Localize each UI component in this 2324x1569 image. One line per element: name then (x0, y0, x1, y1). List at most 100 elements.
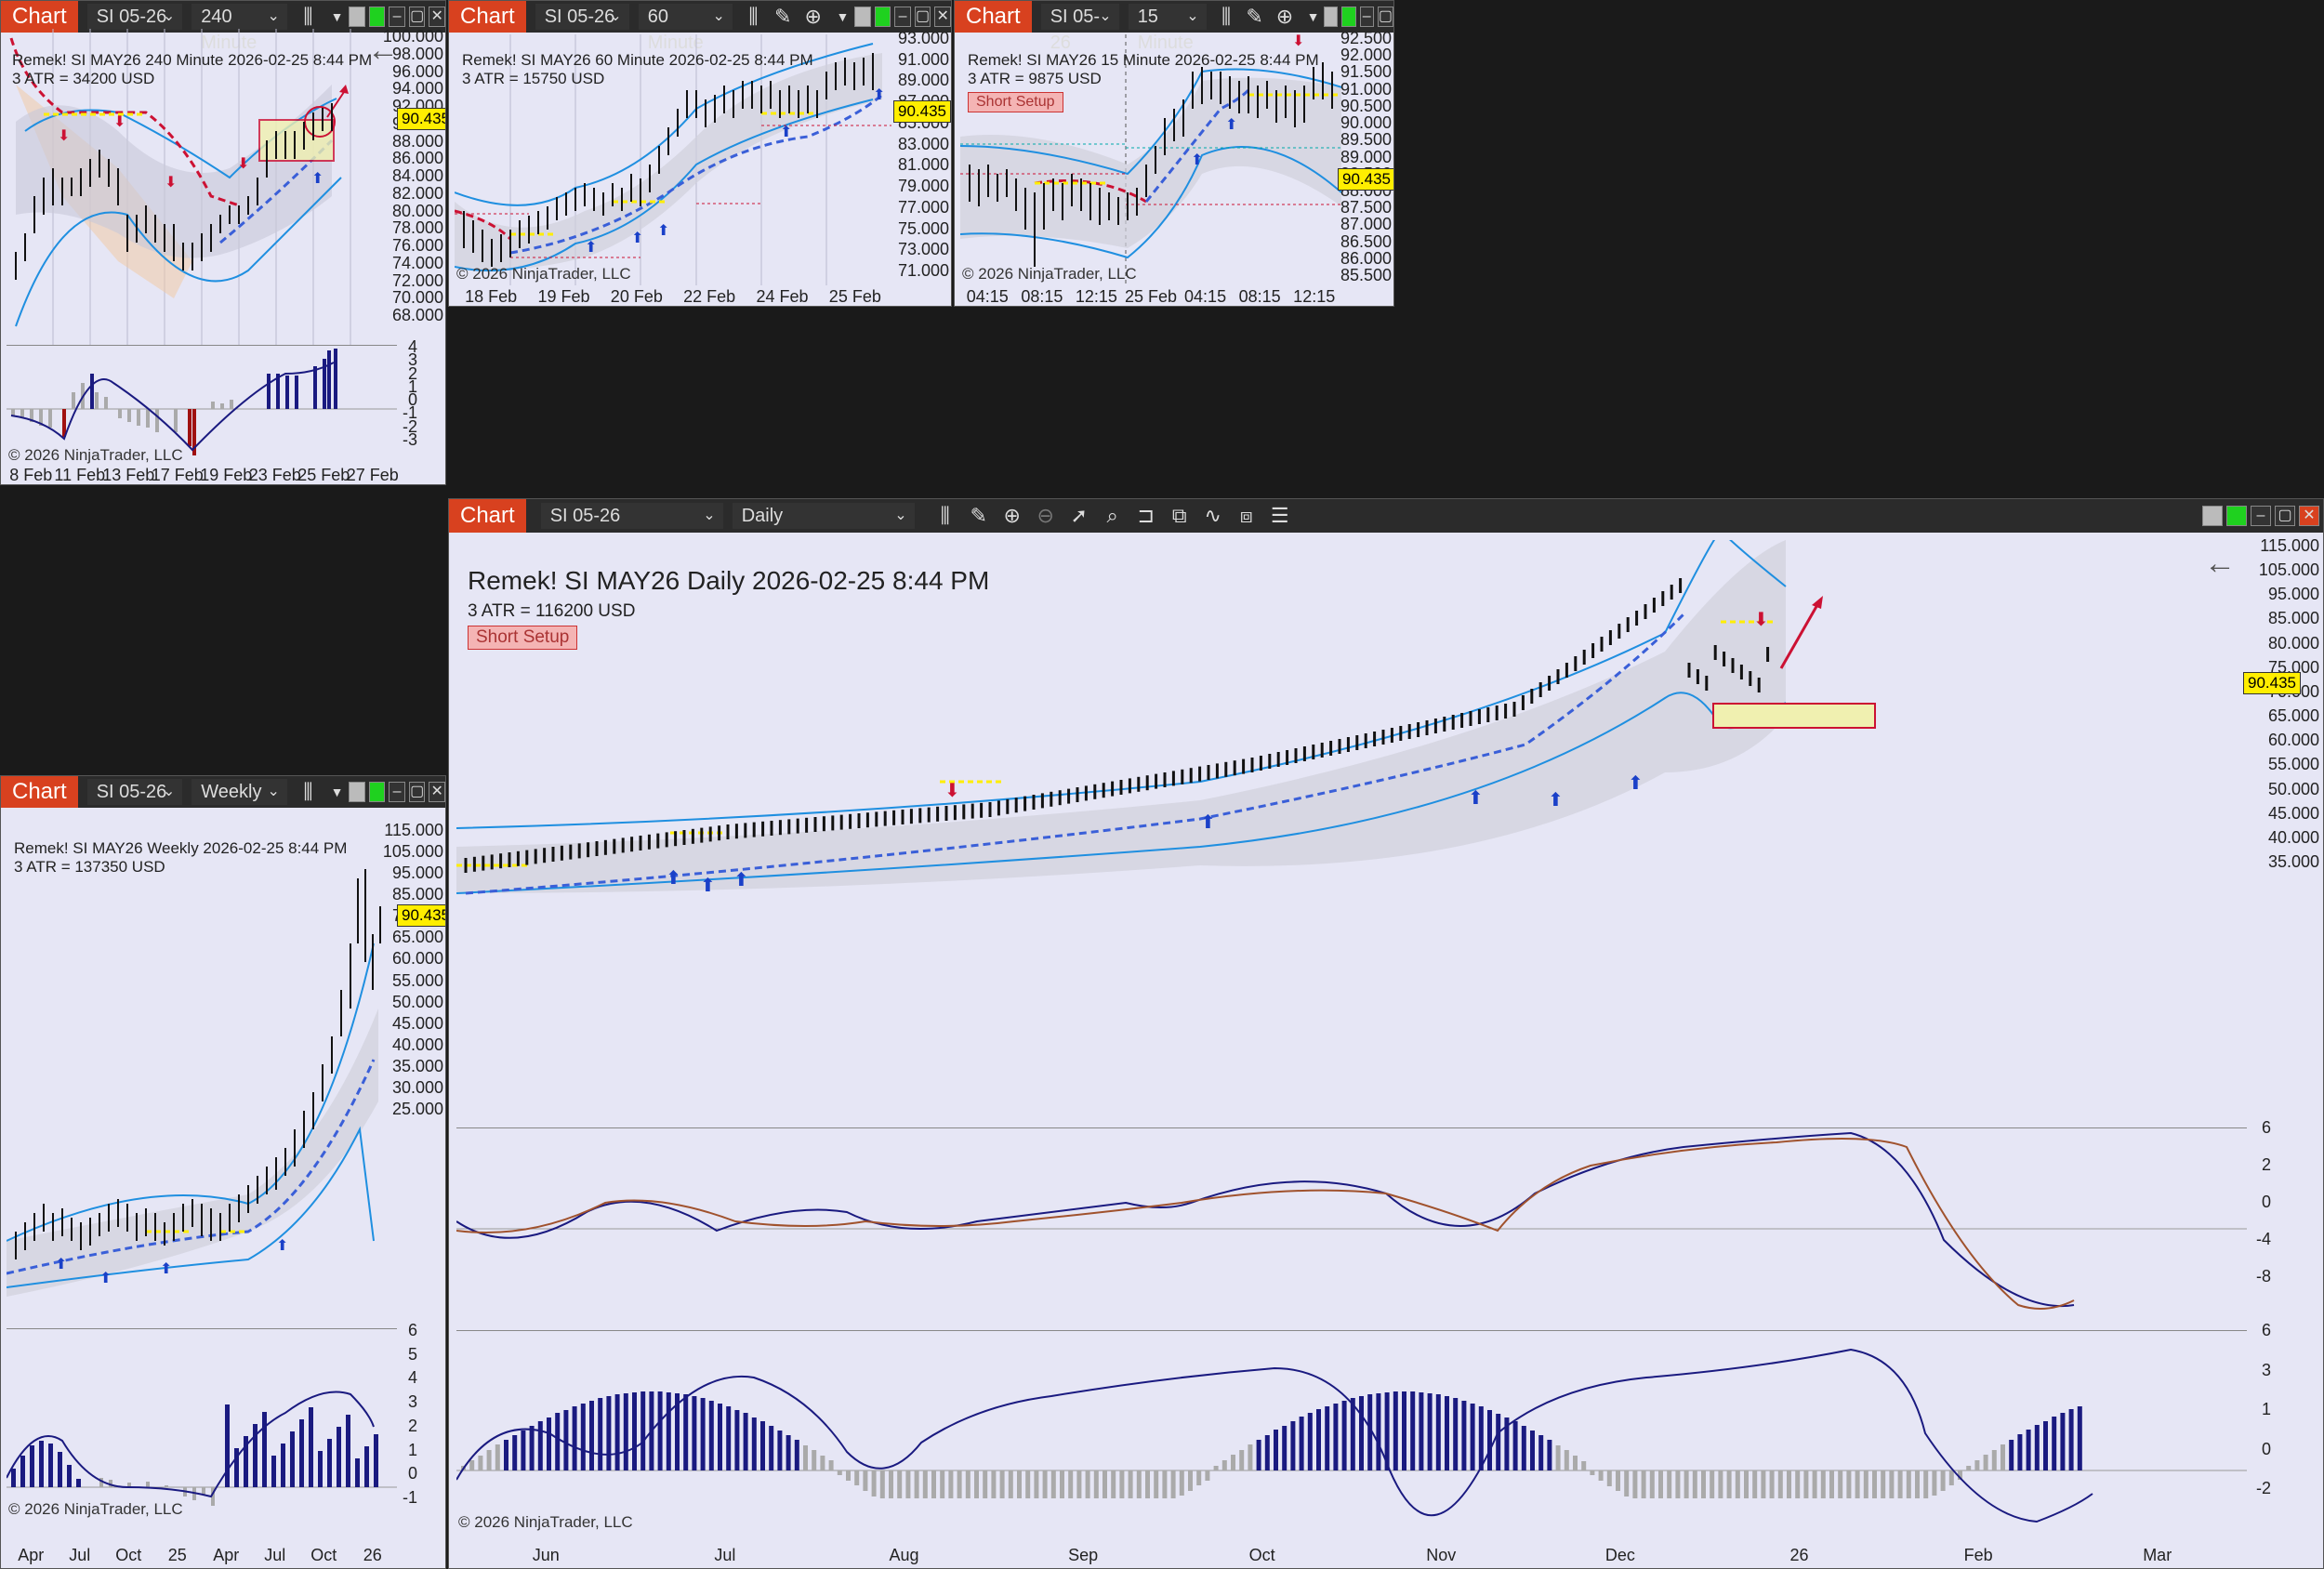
close-icon[interactable]: ✕ (2299, 506, 2319, 526)
dropdown-arrow-icon[interactable]: ▼ (330, 784, 344, 799)
histogram-bar (1205, 1470, 1210, 1481)
close-icon[interactable]: ✕ (934, 7, 951, 27)
chart-menu-button[interactable]: Chart (1, 1, 78, 33)
pointer-icon[interactable]: ➚ (1070, 504, 1088, 527)
time-axis[interactable]: 8 Feb 11 Feb 13 Feb 17 Feb 19 Feb 23 Feb 25 Fe… (7, 466, 399, 484)
minimize-icon[interactable]: – (389, 7, 405, 27)
price-panel[interactable]: ⬇ ⬇ ⬇ ⬇ ⬆ Remek! SI MAY26 240 Minute 2026-0… (7, 29, 399, 345)
zoom-in-icon[interactable]: ⊕ (804, 5, 822, 28)
histogram-bar (1419, 1392, 1424, 1470)
drawing-tool-icon[interactable]: ✎ (1246, 5, 1263, 28)
minimize-icon[interactable]: – (894, 7, 911, 27)
link-color-button[interactable] (2226, 506, 2247, 526)
bar-type-icon[interactable]: ⫼ (940, 504, 950, 527)
dropdown-arrow-icon[interactable]: ▼ (330, 9, 344, 24)
time-axis[interactable]: Apr Jul Oct 25 Apr Jul Oct 26 (7, 1546, 397, 1566)
zoom-in-icon[interactable]: ⊕ (1275, 5, 1294, 28)
window-option-button[interactable] (854, 7, 871, 27)
drawing-tool-icon[interactable]: ✎ (970, 504, 987, 527)
histogram-bar (1889, 1470, 1895, 1498)
dropdown-arrow-icon[interactable]: ▼ (1306, 9, 1320, 24)
time-axis[interactable]: 18 Feb 19 Feb 20 Feb 22 Feb 24 Feb 25 Feb (455, 287, 891, 306)
price-axis[interactable]: 115.000105.00095.00085.00080.00075.00070… (2252, 536, 2319, 1122)
zoom-out-icon[interactable]: ⊖ (1037, 504, 1054, 527)
price-panel[interactable]: ⬆ ⬆ ⬆ ⬆ Remek! SI MAY26 Weekly 2026-02-25 8… (7, 823, 397, 1297)
link-color-button[interactable] (1341, 7, 1356, 27)
bar-type-icon[interactable]: ⫼ (748, 5, 759, 28)
oscillator-panel-2[interactable]: © 2026 NinjaTrader, LLC (456, 1330, 2247, 1545)
short-setup-badge: Short Setup (468, 626, 578, 650)
drawing-tool-icon[interactable]: ✎ (774, 5, 792, 28)
histogram-bar (598, 1398, 603, 1470)
maximize-icon[interactable]: ▢ (408, 7, 426, 27)
oscillator-panel[interactable]: © 2026 NinjaTrader, LLC (7, 1328, 397, 1534)
price-panel[interactable]: ⬆ ⬆ ⬆ ⬆ ⬆ Remek! SI MAY26 60 Minute 2026-02-… (455, 34, 891, 285)
axis-tick-label: Feb (1963, 1546, 1993, 1564)
data-box-icon[interactable]: ⌕ (1106, 504, 1118, 527)
instrument-selector[interactable]: SI 05-26 ⌄ (86, 4, 183, 30)
oscillator-panel-1[interactable] (456, 1127, 2247, 1329)
back-arrow-icon[interactable]: ← (367, 33, 399, 68)
maximize-icon[interactable]: ▢ (1377, 7, 1393, 27)
instrument-selector[interactable]: SI 05-26 ⌄ (1040, 4, 1119, 53)
chart-toolbar: Chart SI 05-26 ⌄ Weekly ⌄ ⫼ ▼ – ▢ ✕ (1, 776, 445, 808)
bar-type-icon[interactable]: ⫼ (1221, 5, 1232, 28)
axis-tick-label: 80.000 (2267, 633, 2319, 653)
chart-info: Remek! SI MAY26 15 Minute 2026-02-25 8:4… (968, 51, 1319, 112)
bar-type-icon[interactable]: ⫼ (303, 5, 313, 28)
svg-text:⬇: ⬇ (1753, 610, 1769, 630)
bar-type-icon[interactable]: ⫼ (303, 780, 313, 803)
price-axis[interactable]: 93.00091.00089.00087.00085.00083.00081.0… (895, 29, 949, 280)
histogram-bar (1991, 1450, 1997, 1470)
histogram-bar (1461, 1401, 1467, 1470)
price-panel[interactable]: ⬇ ⬆ ⬆ Remek! SI MAY26 15 Minute 2026-02-2… (960, 34, 1341, 285)
interval-selector[interactable]: 15 Minute ⌄ (1128, 4, 1207, 53)
instrument-selector[interactable]: SI 05-26 ⌄ (86, 779, 183, 805)
price-axis[interactable]: 100.00098.00096.00094.00092.00090.00088.… (383, 27, 443, 343)
indicators-icon[interactable]: ∿ (1204, 504, 1221, 527)
maximize-icon[interactable]: ▢ (2275, 506, 2295, 526)
interval-selector[interactable]: Weekly ⌄ (191, 779, 287, 805)
window-option-button[interactable] (349, 7, 365, 27)
interval-selector[interactable]: 60 Minute ⌄ (638, 4, 733, 53)
time-axis[interactable]: Jun Jul Aug Sep Oct Nov Dec 26 Feb Mar (456, 1546, 2247, 1568)
window-option-button[interactable] (2202, 506, 2223, 526)
minimize-icon[interactable]: – (389, 782, 405, 802)
back-arrow-icon[interactable]: ← (2204, 546, 2236, 581)
zoom-in-icon[interactable]: ⊕ (1003, 504, 1021, 527)
chart-menu-button[interactable]: Chart (449, 499, 526, 533)
interval-selector[interactable]: 240 Minute ⌄ (191, 4, 287, 53)
window-option-button[interactable] (349, 782, 365, 802)
instrument-selector[interactable]: SI 05-26 ⌄ (535, 4, 629, 30)
price-axis[interactable]: 92.500 92.000 91.500 91.000 90.500 90.000 89.5… (1340, 29, 1392, 284)
minimize-icon[interactable]: – (1359, 7, 1374, 27)
maximize-icon[interactable]: ▢ (408, 782, 426, 802)
link-color-button[interactable] (874, 7, 891, 27)
window-option-button[interactable] (1323, 7, 1339, 27)
histogram-bar (1154, 1470, 1159, 1498)
price-axis[interactable]: 115.000105.00095.00085.00075.00065.00060… (383, 821, 443, 1295)
axis-tick-label: 30.000 (391, 1077, 443, 1097)
maximize-icon[interactable]: ▢ (914, 7, 931, 27)
close-icon[interactable]: ✕ (429, 7, 445, 27)
chart-menu-button[interactable]: Chart (955, 1, 1032, 33)
interval-selector[interactable]: Daily ⌄ (732, 503, 915, 529)
strategies-icon[interactable]: ⧈ (1239, 504, 1253, 527)
link-color-button[interactable] (368, 7, 386, 27)
instrument-selector[interactable]: SI 05-26 ⌄ (540, 503, 723, 529)
histogram-bar (346, 1415, 350, 1487)
histogram-bar (1667, 1470, 1672, 1498)
price-chart-graphics: ⬆ ⬆ ⬆ ⬆ (7, 869, 381, 1297)
oscillator-panel[interactable]: © 2026 NinjaTrader, LLC (7, 345, 397, 464)
chart-menu-button[interactable]: Chart (449, 1, 526, 33)
price-panel[interactable]: ⬇ ⬇ ⬆ ⬆ ⬆ ⬆ ⬆ ⬆ ⬆ Remek! SI MAY26 Daily 2026-02… (456, 540, 2247, 1126)
properties-icon[interactable]: ☰ (1270, 504, 1289, 527)
time-axis[interactable]: 04:15 08:15 12:15 25 Feb 04:15 08:15 12:15 (960, 287, 1341, 306)
link-color-button[interactable] (368, 782, 386, 802)
snapshot-icon[interactable]: ⧉ (1171, 504, 1187, 527)
minimize-icon[interactable]: – (2251, 506, 2271, 526)
chart-trader-icon[interactable]: ⊐ (1137, 504, 1155, 527)
close-icon[interactable]: ✕ (429, 782, 445, 802)
dropdown-arrow-icon[interactable]: ▼ (836, 9, 850, 24)
chart-menu-button[interactable]: Chart (1, 776, 78, 808)
